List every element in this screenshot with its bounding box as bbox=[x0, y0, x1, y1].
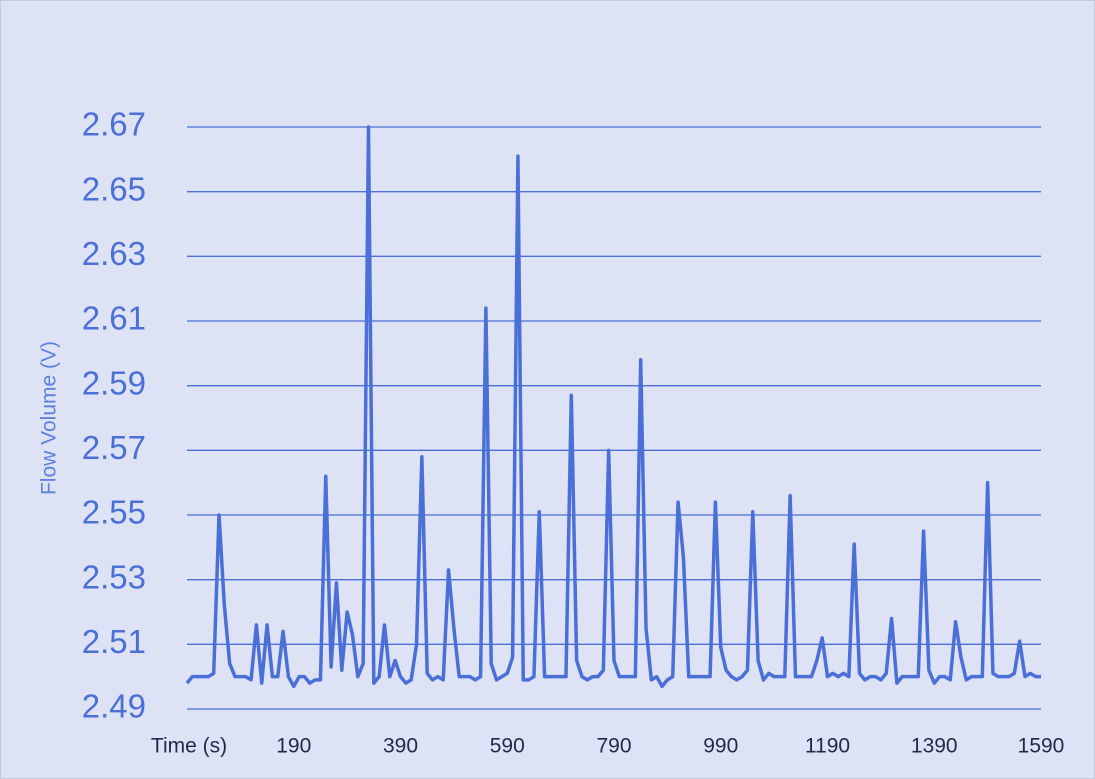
x-tick-label: 1190 bbox=[805, 735, 850, 758]
y-tick-label: 2.49 bbox=[82, 688, 146, 725]
x-tick-label: Time (s) bbox=[151, 735, 227, 758]
x-tick-label: 590 bbox=[490, 735, 525, 758]
y-axis-label: Flow Volume (V) bbox=[38, 341, 61, 495]
y-tick-label: 2.57 bbox=[82, 429, 146, 466]
y-tick-label: 2.67 bbox=[82, 106, 146, 143]
y-tick-label: 2.59 bbox=[82, 364, 146, 401]
data-line bbox=[185, 125, 1041, 689]
x-tick-label: 990 bbox=[703, 735, 738, 758]
y-tick-label: 2.51 bbox=[82, 623, 146, 660]
x-tick-label: 790 bbox=[596, 735, 631, 758]
x-tick-label: 190 bbox=[276, 735, 311, 758]
y-tick-label: 2.65 bbox=[82, 170, 146, 207]
y-tick-label: 2.63 bbox=[82, 235, 146, 272]
x-tick-label: 1390 bbox=[911, 735, 958, 758]
y-tick-label: 2.55 bbox=[82, 494, 146, 531]
x-tick-label: 390 bbox=[383, 735, 418, 758]
y-tick-label: 2.61 bbox=[82, 300, 146, 337]
y-tick-label: 2.53 bbox=[82, 558, 146, 595]
x-tick-label: 1590 bbox=[1018, 735, 1065, 758]
